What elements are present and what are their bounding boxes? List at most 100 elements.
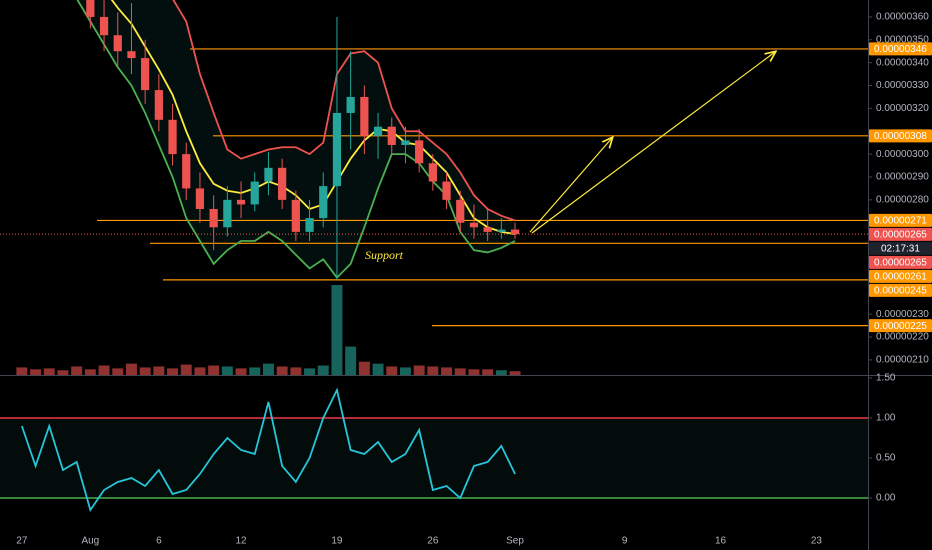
volume-bar bbox=[358, 361, 370, 375]
candle-body bbox=[346, 96, 355, 113]
candle-body bbox=[250, 181, 259, 205]
x-tick-label: Aug bbox=[81, 536, 99, 547]
candle-body bbox=[469, 222, 479, 228]
volume-bar bbox=[290, 367, 302, 375]
x-tick-label: 23 bbox=[811, 536, 823, 547]
candle-body bbox=[182, 154, 191, 189]
volume-bar bbox=[30, 369, 42, 375]
volume-bar bbox=[454, 368, 466, 375]
candle-body bbox=[99, 16, 109, 36]
volume-bar bbox=[262, 363, 274, 375]
price-tag bbox=[869, 283, 932, 297]
y-tick-label: 0.00000300 bbox=[876, 149, 929, 160]
price-tag bbox=[869, 129, 932, 143]
y-tick-label: 0.00000320 bbox=[876, 103, 929, 114]
candle-body bbox=[236, 199, 246, 205]
volume-bar bbox=[399, 367, 411, 375]
x-tick-label: 26 bbox=[427, 536, 439, 547]
candle-body bbox=[141, 58, 150, 91]
candle-body bbox=[483, 227, 492, 232]
x-tick-label: 6 bbox=[156, 536, 162, 547]
candle-body bbox=[209, 208, 218, 228]
volume-bar bbox=[235, 368, 247, 375]
volume-bar bbox=[194, 367, 206, 375]
x-tick-label: 27 bbox=[16, 536, 28, 547]
volume-bar bbox=[386, 366, 398, 375]
band-line bbox=[172, 0, 516, 222]
price-tag-label: 0.00000346 bbox=[874, 44, 927, 55]
y-tick-label: 0.00 bbox=[876, 493, 896, 504]
candle-body bbox=[127, 51, 136, 59]
candle-body bbox=[360, 96, 369, 136]
candle-body bbox=[86, 0, 95, 17]
volume-bar bbox=[372, 363, 384, 375]
candle-body bbox=[264, 167, 273, 182]
candle-body bbox=[428, 163, 437, 182]
candle-body bbox=[510, 229, 520, 235]
price-tag-label: 02:17:31 bbox=[881, 244, 920, 255]
x-tick-label: 16 bbox=[715, 536, 727, 547]
candle-body bbox=[305, 218, 314, 232]
volume-bar bbox=[331, 285, 343, 375]
volume-bar bbox=[84, 369, 96, 375]
price-pane bbox=[0, 0, 868, 375]
price-tag bbox=[869, 227, 932, 241]
candle-body bbox=[113, 35, 122, 52]
price-tag-label: 0.00000265 bbox=[874, 258, 927, 269]
volume-bar bbox=[112, 368, 124, 375]
y-tick-label: 0.00000340 bbox=[876, 57, 929, 68]
volume-bar bbox=[468, 369, 480, 375]
y-tick-label: 1.00 bbox=[876, 413, 896, 424]
x-tick-label: 9 bbox=[622, 536, 628, 547]
arrow bbox=[531, 52, 775, 234]
volume-bar bbox=[413, 365, 425, 375]
volume-bar bbox=[495, 370, 507, 375]
volume-bar bbox=[427, 366, 439, 375]
band-fill bbox=[77, 0, 516, 278]
volume-bar bbox=[71, 366, 83, 375]
volume-bar bbox=[317, 365, 329, 375]
candle-body bbox=[387, 126, 396, 145]
volume-bar bbox=[125, 363, 137, 375]
y-tick-label: 0.00000230 bbox=[876, 309, 929, 320]
y-tick-label: 0.00000220 bbox=[876, 332, 929, 343]
y-tick-label: 0.00000290 bbox=[876, 172, 929, 183]
y-tick-label: 0.50 bbox=[876, 453, 896, 464]
y-tick-label: 0.00000360 bbox=[876, 12, 929, 23]
price-tag-label: 0.00000271 bbox=[874, 216, 927, 227]
candle-body bbox=[415, 140, 424, 164]
oscillator-zone bbox=[0, 418, 868, 498]
y-tick-label: 1.50 bbox=[876, 373, 896, 384]
candle-body bbox=[195, 188, 205, 209]
price-tag bbox=[869, 42, 932, 56]
volume-bar bbox=[43, 368, 55, 375]
price-tag bbox=[869, 213, 932, 227]
volume-bar bbox=[57, 370, 69, 375]
candle-body bbox=[223, 199, 232, 228]
volume-bar bbox=[345, 346, 357, 375]
oscillator-line bbox=[20, 387, 516, 513]
arrow bbox=[529, 138, 612, 233]
candle-body bbox=[497, 229, 506, 232]
volume-bar bbox=[139, 367, 151, 375]
price-tag bbox=[869, 255, 932, 269]
volume-bar bbox=[304, 368, 316, 375]
volume-bar bbox=[180, 364, 192, 375]
x-tick-label: 12 bbox=[235, 536, 247, 547]
axes: 0.00000360 0.00000350 0.00000340 0.00000330… bbox=[16, 12, 932, 547]
price-tag-label: 0.00000265 bbox=[874, 230, 927, 241]
volume-bar bbox=[441, 367, 453, 375]
oscillator-pane bbox=[0, 387, 868, 513]
volume-bar bbox=[249, 367, 261, 375]
volume-bar bbox=[221, 366, 233, 375]
price-tag bbox=[869, 269, 932, 283]
y-tick-label: 0.00000210 bbox=[876, 355, 929, 366]
volume-bar bbox=[153, 366, 165, 375]
volume-bar bbox=[98, 365, 110, 375]
candle-body bbox=[373, 126, 383, 136]
candle-body bbox=[154, 90, 163, 120]
price-tag-label: 0.00000308 bbox=[874, 131, 927, 142]
candle-body bbox=[319, 186, 328, 219]
